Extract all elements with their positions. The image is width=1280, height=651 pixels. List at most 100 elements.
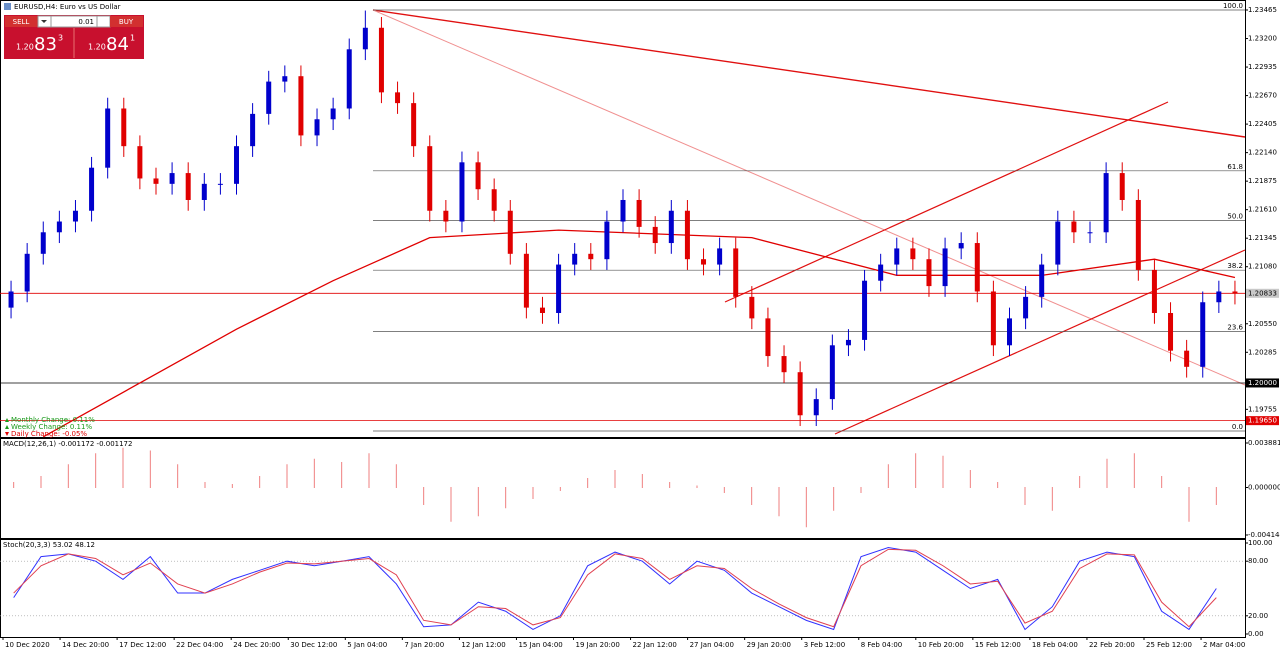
candle-body: [1184, 350, 1190, 367]
sell-label: SELL: [13, 18, 30, 26]
up-arrow: [5, 425, 9, 429]
candle-body: [781, 356, 787, 373]
candle-body: [40, 232, 46, 254]
candle-body: [1151, 269, 1157, 314]
x-tick-label: 8 Feb 04:00: [861, 641, 902, 649]
candle-body: [1023, 296, 1029, 319]
x-tick-label: 15 Jan 04:00: [518, 641, 562, 649]
y-tick-label: 0.000000: [1248, 483, 1280, 491]
x-tick-label: 14 Dec 20:00: [62, 641, 109, 649]
channel-line: [834, 249, 1246, 435]
candle-body: [1055, 221, 1061, 265]
candle-body: [346, 49, 352, 109]
candle-body: [1135, 199, 1141, 270]
down-arrow: [5, 432, 9, 436]
candle-body: [572, 253, 578, 265]
candle-body: [362, 27, 368, 50]
lot-spin[interactable]: [96, 15, 111, 28]
candle-body: [523, 253, 529, 308]
y-tick-label: 1.21345: [1248, 234, 1277, 242]
monthly-change: Monthly Change: 0.11%: [11, 416, 95, 424]
x-tick-label: 24 Dec 20:00: [233, 641, 280, 649]
candle-body: [105, 108, 111, 168]
weekly-change: Weekly Change: 0.11%: [11, 423, 92, 431]
x-tick-label: 10 Dec 2020: [5, 641, 50, 649]
price-marker-box: [1246, 378, 1279, 388]
fib-label: 50.0: [1227, 212, 1243, 220]
fib-label: 61.8: [1227, 163, 1243, 171]
x-tick-label: 15 Feb 12:00: [975, 641, 1021, 649]
candle-body: [169, 173, 175, 184]
candle-body: [797, 372, 803, 416]
candle-body: [72, 210, 78, 222]
y-tick-label: 100.00: [1248, 539, 1273, 547]
lot-value: 0.01: [78, 18, 94, 26]
candle-body: [1087, 232, 1093, 234]
x-tick-label: 17 Dec 12:00: [119, 641, 166, 649]
x-tick-label: 2 Mar 04:00: [1203, 641, 1245, 649]
x-tick-label: 22 Feb 20:00: [1089, 641, 1135, 649]
candle-body: [1168, 313, 1174, 351]
y-tick-label: 1.19755: [1248, 405, 1277, 413]
y-tick-label: 0.003881: [1248, 439, 1280, 447]
candle-body: [1071, 221, 1077, 233]
buy-label: BUY: [119, 18, 134, 26]
y-tick-label: 1.21080: [1248, 263, 1277, 271]
candle-body: [89, 167, 95, 211]
macd-title: MACD(12,26,1) -0.001172 -0.001172: [3, 440, 132, 448]
candle-body: [266, 81, 272, 114]
y-tick-label: 1.23200: [1248, 35, 1277, 43]
candle-body: [604, 221, 610, 260]
y-tick-label: 0.00: [1248, 630, 1264, 638]
x-tick-label: 27 Jan 04:00: [690, 641, 734, 649]
moving-average: [42, 229, 1236, 438]
candle-body: [1200, 302, 1206, 367]
fib-label: 23.6: [1227, 324, 1243, 332]
candle-body: [813, 399, 819, 416]
candle-body: [137, 146, 143, 179]
candle-body: [829, 345, 835, 400]
dropdown-arrow: [41, 20, 47, 23]
candle-body: [427, 146, 433, 211]
stoch-line: [13, 547, 1217, 631]
y-tick-label: 1.23465: [1248, 6, 1277, 14]
price-marker-label: 1.20833: [1248, 289, 1277, 297]
y-tick-label: 80.00: [1248, 557, 1268, 565]
chart-icon: [4, 3, 11, 10]
price-marker-label: 1.20000: [1248, 379, 1277, 387]
macd-frame: [0, 438, 1246, 539]
candle-body: [636, 199, 642, 227]
candle-body: [1039, 264, 1045, 297]
candle-body: [926, 259, 932, 287]
y-tick-label: 1.22935: [1248, 63, 1277, 71]
candle-body: [765, 318, 771, 357]
candle-body: [250, 113, 256, 147]
ask-big: 84: [106, 34, 129, 55]
y-tick-label: 1.22670: [1248, 92, 1277, 100]
candle-body: [845, 339, 851, 346]
bid-prefix: 1.20: [16, 43, 34, 52]
sell-button[interactable]: [5, 16, 38, 27]
candle-body: [733, 248, 739, 297]
candle-body: [314, 119, 320, 136]
candle-body: [958, 243, 964, 249]
ask-prefix: 1.20: [88, 43, 106, 52]
fib-label: 100.0: [1223, 2, 1243, 10]
candle-body: [475, 162, 481, 190]
fib-label: 0.0: [1232, 423, 1243, 431]
candle-body: [217, 183, 223, 185]
candle-body: [588, 253, 594, 260]
stoch-title: Stoch(20,3,3) 53.02 48.12: [3, 541, 95, 549]
x-tick-label: 19 Jan 20:00: [576, 641, 620, 649]
candle-body: [234, 146, 240, 184]
daily-change: Daily Change: -0.05%: [11, 430, 87, 438]
buy-button[interactable]: [110, 16, 143, 27]
x-tick-label: 30 Dec 12:00: [290, 641, 337, 649]
candle-body: [201, 183, 207, 200]
candle-body: [298, 76, 304, 136]
x-tick-label: 25 Feb 12:00: [1146, 641, 1192, 649]
candle-body: [974, 243, 980, 292]
